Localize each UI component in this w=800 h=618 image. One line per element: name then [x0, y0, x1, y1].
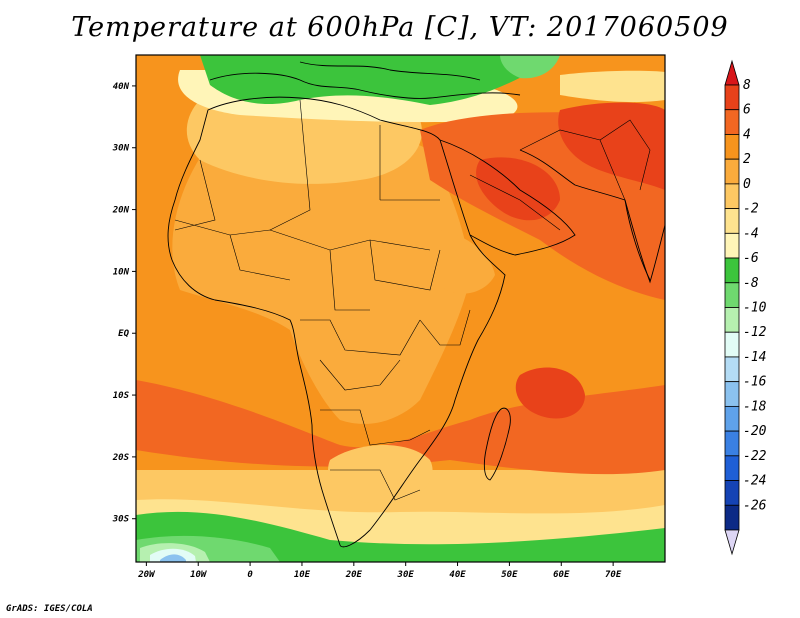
- lon-tick-label: 10E: [294, 570, 311, 580]
- colorbar-label: -26: [743, 498, 767, 513]
- colorbar-segment: [724, 134, 740, 160]
- border-sudan: [369, 239, 441, 291]
- colorbar-label: 6: [743, 103, 751, 118]
- lat-tick-label: 10S: [113, 391, 130, 401]
- colorbar-label: -6: [743, 251, 759, 266]
- colorbar-label: -2: [743, 202, 759, 217]
- colorbar-segment: [724, 282, 740, 308]
- colorbar-label: -4: [743, 226, 759, 241]
- colorbar-label: -14: [743, 350, 766, 365]
- lat-tick-label: 40N: [113, 82, 130, 92]
- colorbar-segment: [724, 257, 740, 284]
- colorbar-segment: [724, 84, 740, 111]
- border-chad: [329, 249, 370, 311]
- lat-tick-label: 10N: [113, 267, 130, 277]
- lon-tick-label: 20E: [345, 570, 363, 580]
- colorbar-segment: [724, 455, 740, 481]
- colorbar-label: -24: [743, 474, 766, 489]
- border-iran: [519, 129, 626, 201]
- lat-tick-label: EQ: [118, 329, 129, 339]
- lon-tick-label: 60E: [553, 570, 570, 580]
- colorbar-segment: [724, 504, 740, 531]
- persian-gulf: [519, 149, 651, 281]
- colorbar-segment: [724, 331, 740, 358]
- colorbar-label: 4: [743, 127, 751, 142]
- border-mali-niger: [229, 234, 291, 281]
- colorbar-label: 2: [743, 152, 751, 167]
- border-east: [419, 309, 471, 346]
- map-frame: [135, 54, 666, 563]
- colorbar-segment: [724, 430, 740, 457]
- field-ethiopia-mild: [424, 230, 495, 294]
- colorbar-top-triangle: [724, 59, 740, 86]
- border-central: [300, 319, 421, 356]
- lon-tick-label: 70E: [605, 570, 622, 580]
- lon-tick-label: 50E: [501, 570, 518, 580]
- colorbar-label: -16: [743, 375, 767, 390]
- colorbar-label: 0: [743, 177, 751, 192]
- border-sahel: [174, 219, 431, 251]
- border-mauritania: [174, 159, 216, 231]
- colorbar-segment: [724, 356, 740, 383]
- lon-tick-label: 0: [247, 570, 253, 580]
- colorbar-segment: [724, 232, 740, 259]
- border-algeria-libya: [269, 99, 311, 231]
- border-congo: [319, 359, 401, 391]
- lat-tick-label: 20N: [112, 206, 130, 216]
- lon-tick-label: 40E: [449, 570, 466, 580]
- map-axes: 20W 10W 0 10E 20E 30E 40E 50E 60E 70E 40N 30N 20N 10N…: [112, 82, 622, 580]
- colorbar: 8 6 4 2 0 -2 -4 -6 -8 -10 -12 -14 -16 -18 -20 -22 -24 -26: [724, 59, 767, 556]
- lon-tick-label: 30E: [397, 570, 415, 580]
- field-central-asia-pale: [560, 70, 665, 103]
- field-indian-ocean-hot: [515, 367, 585, 419]
- colorbar-segment: [724, 480, 740, 506]
- colorbar-label: -18: [743, 399, 767, 414]
- lat-tick-label: 30N: [112, 144, 130, 154]
- colorbar-label: -8: [743, 276, 759, 291]
- colorbar-label: -12: [743, 325, 767, 340]
- lat-tick-label: 20S: [112, 453, 130, 463]
- field-caspian-green: [500, 55, 560, 79]
- india-coast: [624, 199, 665, 284]
- madagascar: [483, 407, 511, 481]
- colorbar-label: -10: [743, 301, 767, 316]
- field-south-asia-hot: [558, 102, 665, 190]
- colorbar-segment: [724, 158, 740, 185]
- arabian-peninsula: [439, 139, 576, 256]
- border-pakistan: [599, 119, 651, 191]
- field-arabia-hot: [476, 157, 560, 221]
- lon-tick-label: 10W: [190, 570, 208, 580]
- colorbar-bottom-triangle: [724, 529, 740, 556]
- border-arabia: [469, 174, 561, 231]
- temperature-field: [136, 55, 665, 562]
- europe-coast: [209, 72, 521, 99]
- colorbar-segment: [724, 381, 740, 407]
- colorbar-label: -22: [743, 449, 767, 464]
- colorbar-label: 8: [743, 78, 751, 93]
- coastlines: [167, 61, 665, 548]
- field-south-blue: [160, 554, 186, 562]
- country-borders: [174, 99, 651, 501]
- border-sa: [330, 469, 421, 501]
- colorbar-label: -20: [743, 424, 767, 439]
- colorbar-segment: [724, 208, 740, 234]
- border-southern: [320, 409, 431, 446]
- field-africa-interior: [172, 118, 470, 424]
- lon-tick-label: 20W: [137, 570, 156, 580]
- grads-credit: GrADS: IGES/COLA: [6, 604, 93, 614]
- africa-coastline: [167, 96, 506, 548]
- field-europe-green: [200, 55, 560, 105]
- mediterranean-north: [299, 61, 481, 81]
- colorbar-segment: [724, 307, 740, 333]
- map-title: Temperature at 600hPa [C], VT: 201706050…: [71, 12, 729, 43]
- colorbar-segment: [724, 109, 740, 135]
- colorbar-segment: [724, 405, 740, 432]
- colorbar-segment: [724, 183, 740, 210]
- field-south-africa-light: [328, 445, 433, 505]
- lat-tick-label: 30S: [112, 515, 130, 525]
